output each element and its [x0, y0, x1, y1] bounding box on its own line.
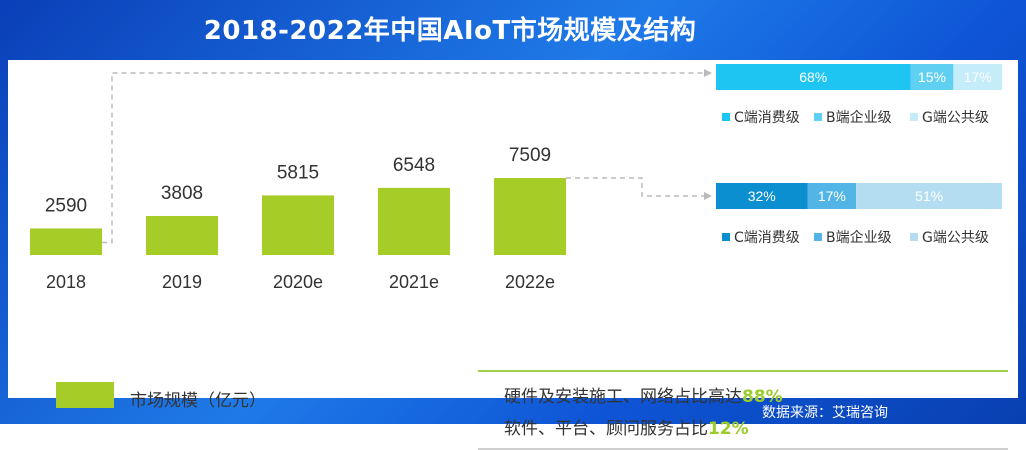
bar-2021e — [378, 187, 450, 255]
structure-2022e-segment-1 — [910, 64, 954, 90]
structure-2022e-segment-label-2: 17% — [964, 69, 992, 85]
structure-2022e-legend-swatch-0 — [722, 113, 730, 121]
structure-2018-segment-1 — [807, 183, 857, 209]
structure-2018-segment-label-1: 17% — [818, 188, 846, 204]
note-software-highlight: 12% — [708, 419, 749, 439]
value-label-2022e: 7509 — [509, 145, 551, 166]
note-hardware-highlight: 88% — [742, 387, 783, 407]
structure-2022e-segment-0 — [716, 64, 911, 90]
structure-2022e-legend-label-0: C端消费级 — [734, 110, 800, 126]
structure-2018-legend-label-0: C端消费级 — [734, 230, 800, 246]
structure-2018-segment-label-0: 32% — [748, 188, 776, 204]
value-label-2018: 2590 — [45, 195, 87, 216]
chart-area: 2590 2018 3808 2019 5815 2020e 6548 2021e 7509 20… — [30, 64, 1002, 292]
connector-line-2022 — [566, 177, 708, 197]
value-label-2020e: 5815 — [277, 162, 319, 183]
structure-2022e-segment-2 — [953, 64, 1002, 90]
connector-arrow-2018 — [704, 69, 712, 77]
chart-panel: 2590 2018 3808 2019 5815 2020e 6548 2021e 7509 20… — [8, 60, 1018, 450]
page-title: 2018-2022年中国AIoT市场规模及结构 — [203, 16, 697, 46]
data-source: 数据来源：艾瑞咨询 — [762, 405, 888, 421]
category-label-2021e: 2021e — [389, 272, 439, 292]
structure-2022e-legend-label-1: B端企业级 — [826, 109, 892, 126]
structure-2018-segment-label-2: 51% — [915, 188, 943, 204]
bar-2019 — [146, 215, 218, 255]
structure-2022e-legend-swatch-2 — [910, 113, 918, 121]
value-label-2019: 3808 — [161, 183, 203, 204]
note-hardware-text: 硬件及安装施工、网络占比高达 — [504, 387, 742, 407]
category-label-2022e: 2022e — [505, 272, 555, 292]
structure-2018-legend-swatch-0 — [722, 233, 730, 241]
note-software: 软件、平台、顾问服务占比12% — [504, 414, 749, 439]
category-label-2019: 2019 — [162, 272, 202, 292]
legend-label-market-size: 市场规模（亿元） — [130, 391, 266, 411]
structure-2022e-legend-swatch-1 — [814, 113, 822, 121]
structure-2018-segment-2 — [856, 183, 1002, 209]
category-label-2020e: 2020e — [273, 272, 323, 292]
bar-2022e — [494, 178, 566, 255]
legend-swatch-market-size — [56, 382, 114, 408]
structure-2018-segment-0 — [716, 183, 808, 209]
note-hardware: 硬件及安装施工、网络占比高达88% — [504, 382, 783, 407]
notes-box: 硬件及安装施工、网络占比高达88% 软件、平台、顾问服务占比12% — [478, 370, 1008, 450]
connector-line-2018 — [102, 72, 708, 244]
structure-2022e-legend-label-2: G端公共级 — [922, 110, 989, 126]
structure-2018-legend-swatch-2 — [910, 233, 918, 241]
connector-arrow-2022 — [704, 192, 712, 200]
structure-2022e-segment-label-1: 15% — [918, 69, 946, 85]
structure-2018-legend-label-1: B端企业级 — [826, 229, 892, 246]
value-label-2021e: 6548 — [393, 155, 435, 176]
structure-2018-legend-swatch-1 — [814, 233, 822, 241]
bar-2018 — [30, 228, 102, 255]
bar-2020e — [262, 195, 334, 255]
structure-2022e-segment-label-0: 68% — [799, 69, 827, 85]
structure-2018-legend-label-2: G端公共级 — [922, 230, 989, 246]
category-label-2018: 2018 — [46, 272, 86, 292]
note-software-text: 软件、平台、顾问服务占比 — [504, 419, 708, 439]
